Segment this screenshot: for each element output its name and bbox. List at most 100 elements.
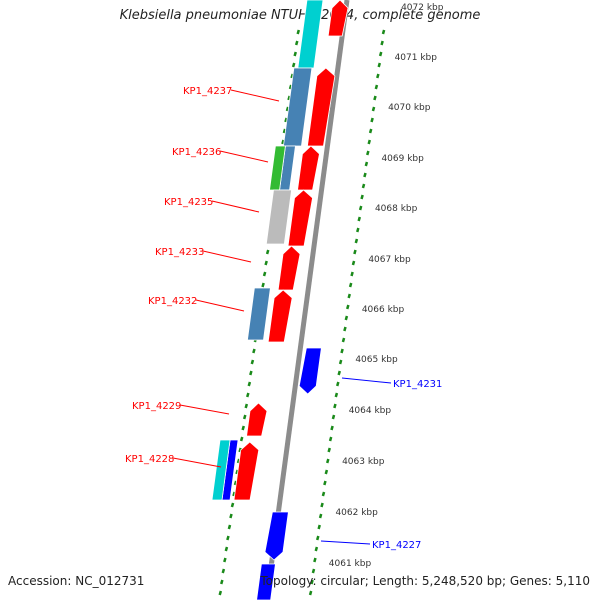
tick-dot [281,139,285,145]
gene-label: KP1_4237 [183,86,232,97]
tick-dot [361,183,366,189]
gene-feature [265,189,292,245]
gene-label-line [172,457,222,468]
tick-dot [220,579,224,585]
gene-label-line [320,540,371,545]
gene-label-line [211,200,260,213]
tick-dot [356,227,360,233]
tick-dot [282,128,287,134]
tick-dot [238,447,242,453]
map-title: Klebsiella pneumoniae NTUH-K2044, comple… [119,8,481,23]
tick-dot [333,403,337,409]
tick-dot [285,106,290,112]
tick-dot [334,392,339,398]
tick-dot [223,557,227,563]
tick-dot [313,557,317,563]
tick-dot [232,491,236,497]
accession-text: Accession: NC_012731 [8,574,145,588]
gene-label: KP1_4227 [372,540,421,551]
gene-feature [211,439,231,501]
scale-label: 4062 kbp [335,508,378,518]
tick-dot [249,370,253,376]
tick-dot [293,51,297,57]
tick-dot [296,29,301,35]
scale-label: 4064 kbp [349,406,392,416]
tick-dot [341,337,346,343]
gene-label-line [179,404,230,415]
tick-dot [324,469,329,475]
tick-dot [262,271,267,277]
scale-label: 4067 kbp [368,255,411,265]
tick-dot [236,458,241,464]
gene-feature [267,289,293,343]
tick-dot [308,590,313,596]
tick-dot [346,304,350,310]
tick-dot [330,425,334,431]
topology-text: Topology: circular; Length: 5,248,520 bp… [260,574,590,588]
tick-dot [291,62,296,68]
tick-dot [338,359,343,365]
tick-dot [235,469,239,475]
tick-dot [344,315,349,321]
tick-dot [264,260,268,266]
backbone [264,0,350,600]
tick-dot [252,348,256,354]
gene-feature [246,287,271,341]
tick-dot [360,194,364,200]
gene-label: KP1_4236 [172,147,221,158]
gene-label: KP1_4233 [155,247,204,258]
gene-label: KP1_4231 [393,379,442,390]
gene-label-line [202,250,252,263]
scale-label: 4072 kbp [401,3,444,13]
gene-feature [298,347,322,395]
gene-feature [246,402,268,437]
tick-dot [373,95,377,101]
scale-label: 4061 kbp [329,559,372,569]
gene-label-line [195,299,245,312]
tick-dot [321,491,326,497]
tick-dot [233,480,238,486]
gene-feature [264,511,289,561]
gene-label-line [219,150,269,163]
tick-dot [354,238,359,244]
scale-labels: 4072 kbp 4071 kbp 4070 kbp 4069 kbp 4068 kbp… [329,3,444,569]
tick-dot [287,95,291,101]
tick-dot [315,535,320,541]
tick-dot [241,425,245,431]
tick-dot [350,271,354,277]
tick-dot [218,590,223,596]
gene-feature [297,0,324,69]
tick-dot [367,139,372,145]
gene-label: KP1_4232 [148,296,197,307]
tick-dot [328,436,333,442]
tick-dot [311,568,316,574]
tick-dot [364,161,369,167]
tick-dot [377,62,382,68]
gene-feature [282,67,313,147]
tick-dot [227,524,232,530]
tick-dot [239,436,244,442]
tick-dot [381,29,386,35]
gene-feature [256,563,276,600]
features [211,0,349,600]
tick-dot [353,249,357,255]
tick-dot [351,260,356,266]
tick-dot [284,117,288,123]
gene-feature [306,67,336,147]
gene-label: KP1_4228 [125,454,174,465]
gene-label-line [341,377,392,384]
tick-dot [363,172,367,178]
tick-dot [246,392,250,398]
tick-dot [242,414,247,420]
scale-label: 4070 kbp [388,103,431,113]
tick-dot [326,458,330,464]
backbone-line [264,0,350,600]
gene-feature [287,189,313,247]
gene-feature [297,145,320,191]
scale-label: 4066 kbp [362,305,405,315]
tick-dot [348,282,353,288]
scale-label: 4071 kbp [395,53,438,63]
tick-dot [250,359,255,365]
tick-dot [343,326,347,332]
